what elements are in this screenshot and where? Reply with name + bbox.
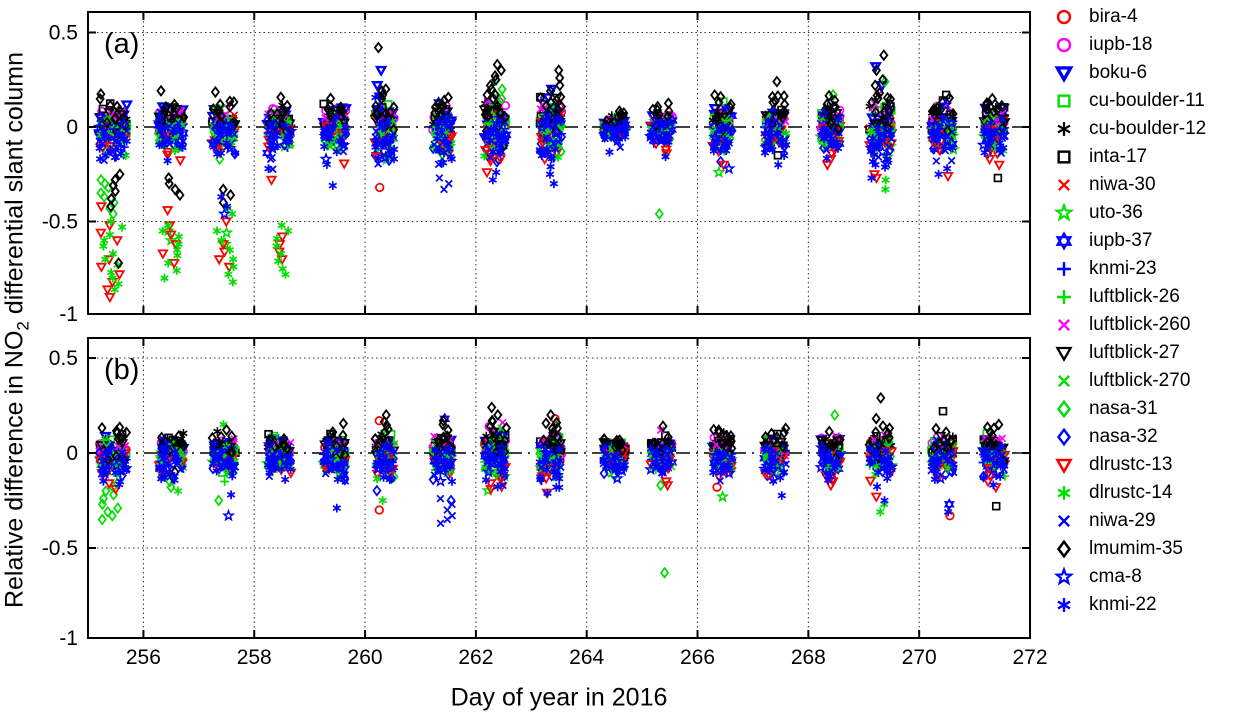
legend-item-knmi-23: knmi-23 bbox=[1046, 255, 1234, 283]
x-tick-label: 262 bbox=[458, 646, 493, 669]
diamond-icon bbox=[1057, 400, 1071, 418]
x-tick-label: 266 bbox=[680, 646, 715, 669]
y-tick-label: -1 bbox=[59, 303, 78, 326]
legend-item-inta-17: inta-17 bbox=[1046, 143, 1234, 171]
x-tick-label: 268 bbox=[791, 646, 826, 669]
legend-label: luftblick-260 bbox=[1089, 314, 1191, 335]
star5-icon bbox=[1055, 568, 1073, 585]
tridown-icon bbox=[1056, 458, 1072, 473]
y-tick-label: 0 bbox=[66, 442, 78, 465]
legend-label: nasa-32 bbox=[1089, 426, 1158, 447]
ast-icon bbox=[1056, 484, 1072, 502]
legend-item-dlrustc-13: dlrustc-13 bbox=[1046, 451, 1234, 479]
legend-item-cu-boulder-11: cu-boulder-11 bbox=[1046, 87, 1234, 115]
square-icon bbox=[1057, 150, 1071, 164]
legend-item-niwa-30: niwa-30 bbox=[1046, 171, 1234, 199]
data-points-panel-a bbox=[93, 42, 1010, 303]
star6-icon bbox=[1056, 232, 1072, 250]
panel-a-label: (a) bbox=[104, 28, 140, 60]
y-axis-label-text: Relative difference in NO bbox=[0, 330, 29, 609]
legend-label: knmi-23 bbox=[1089, 258, 1157, 279]
legend-item-uto-36: uto-36 bbox=[1046, 199, 1234, 227]
x-axis-label: Day of year in 2016 bbox=[450, 683, 668, 712]
circle-icon bbox=[1056, 9, 1072, 25]
x-tick-label: 270 bbox=[902, 646, 937, 669]
legend-item-luftblick-26: luftblick-26 bbox=[1046, 283, 1234, 311]
legend-item-nasa-32: nasa-32 bbox=[1046, 423, 1234, 451]
y-tick-label: -1 bbox=[59, 627, 78, 650]
legend-label: dlrustc-13 bbox=[1089, 454, 1173, 475]
legend-label: boku-6 bbox=[1089, 62, 1148, 83]
diamond-icon bbox=[1057, 428, 1071, 446]
y-axis-label-subscript: 2 bbox=[13, 321, 33, 331]
diamond-icon bbox=[1057, 540, 1071, 558]
legend-item-boku-6: boku-6 bbox=[1046, 59, 1234, 87]
legend-label: iupb-18 bbox=[1089, 34, 1153, 55]
x-tick-label: 272 bbox=[1012, 646, 1047, 669]
plus-icon bbox=[1055, 260, 1073, 278]
legend-label: lmumim-35 bbox=[1089, 538, 1183, 559]
tridown-icon bbox=[1056, 346, 1072, 361]
legend-item-luftblick-27: luftblick-27 bbox=[1046, 339, 1234, 367]
legend-item-cma-8: cma-8 bbox=[1046, 563, 1234, 591]
tridown-icon bbox=[1055, 66, 1073, 82]
legend: bira-4 iupb-18 boku-6 cu-boulder-11 cu-bould… bbox=[1046, 3, 1234, 619]
legend-label: luftblick-270 bbox=[1089, 370, 1191, 391]
legend-label: cu-boulder-12 bbox=[1089, 118, 1207, 139]
legend-label: nasa-31 bbox=[1089, 398, 1158, 419]
legend-item-knmi-22: knmi-22 bbox=[1046, 591, 1234, 619]
ast-icon bbox=[1056, 596, 1072, 614]
legend-label: bira-4 bbox=[1089, 6, 1138, 27]
data-points-panel-b bbox=[94, 392, 1011, 579]
x-icon bbox=[1057, 318, 1071, 332]
legend-label: luftblick-27 bbox=[1089, 342, 1180, 363]
x-icon bbox=[1057, 514, 1071, 528]
y-axis-label: Relative difference in NO2 differential … bbox=[1, 52, 34, 608]
legend-label: iupb-37 bbox=[1089, 230, 1153, 251]
legend-label: luftblick-26 bbox=[1089, 286, 1180, 307]
x-icon bbox=[1057, 374, 1071, 388]
legend-label: cu-boulder-11 bbox=[1089, 90, 1205, 111]
legend-item-cu-boulder-12: cu-boulder-12 bbox=[1046, 115, 1234, 143]
y-tick-label: -0.5 bbox=[42, 211, 78, 234]
circle-icon bbox=[1056, 37, 1072, 53]
legend-label: niwa-30 bbox=[1089, 174, 1156, 195]
y-tick-label: 0.5 bbox=[49, 22, 78, 45]
x-tick-label: 260 bbox=[348, 646, 383, 669]
x-icon bbox=[1057, 178, 1071, 192]
legend-item-dlrustc-14: dlrustc-14 bbox=[1046, 479, 1234, 507]
legend-item-nasa-31: nasa-31 bbox=[1046, 395, 1234, 423]
ast-icon bbox=[1056, 120, 1072, 138]
y-tick-label: -0.5 bbox=[42, 537, 78, 560]
legend-label: uto-36 bbox=[1089, 202, 1143, 223]
legend-item-bira-4: bira-4 bbox=[1046, 3, 1234, 31]
legend-label: dlrustc-14 bbox=[1089, 482, 1173, 503]
legend-label: inta-17 bbox=[1089, 146, 1148, 167]
legend-item-niwa-29: niwa-29 bbox=[1046, 507, 1234, 535]
x-tick-label: 256 bbox=[126, 646, 161, 669]
square-icon bbox=[1057, 94, 1071, 108]
star5-icon bbox=[1055, 204, 1073, 221]
axes-panel-a: 0.5 0 -0.5 -1 bbox=[42, 11, 1031, 326]
y-axis-label-text-2: differential slant column bbox=[0, 51, 29, 322]
x-tick-label: 264 bbox=[569, 646, 604, 669]
panel-b-label: (b) bbox=[104, 354, 140, 386]
legend-item-luftblick-260: luftblick-260 bbox=[1046, 311, 1234, 339]
legend-label: knmi-22 bbox=[1089, 594, 1157, 615]
y-tick-label: 0.5 bbox=[49, 347, 78, 370]
legend-label: cma-8 bbox=[1089, 566, 1142, 587]
axes-panel-b: 0.5 0 -0.5 -1 bbox=[42, 337, 1031, 650]
legend-item-lmumim-35: lmumim-35 bbox=[1046, 535, 1234, 563]
y-tick-label: 0 bbox=[66, 116, 78, 139]
plus-icon bbox=[1055, 288, 1073, 306]
legend-item-iupb-37: iupb-37 bbox=[1046, 227, 1234, 255]
legend-item-iupb-18: iupb-18 bbox=[1046, 31, 1234, 59]
x-tick-labels: 256 258 260 262 264 266 268 270 272 bbox=[126, 646, 1048, 669]
legend-label: niwa-29 bbox=[1089, 510, 1156, 531]
legend-item-luftblick-270: luftblick-270 bbox=[1046, 367, 1234, 395]
x-tick-label: 258 bbox=[237, 646, 272, 669]
